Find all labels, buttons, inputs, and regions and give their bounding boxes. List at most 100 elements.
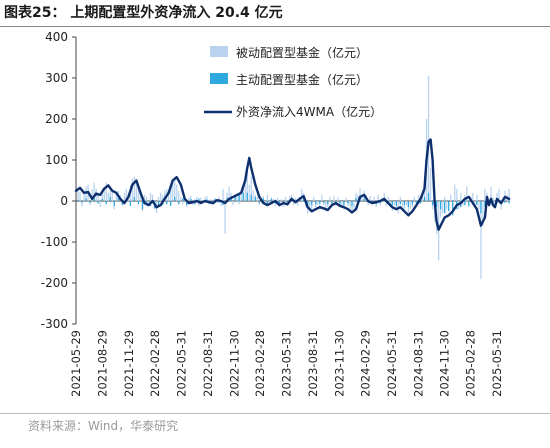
y-tick-label: -300 bbox=[41, 317, 68, 331]
bar bbox=[407, 201, 410, 208]
bar bbox=[373, 196, 375, 201]
chart-title: 图表25： 上期配置型外资净流入 20.4 亿元 bbox=[4, 5, 283, 21]
bar bbox=[341, 201, 343, 206]
bar bbox=[309, 201, 311, 212]
bar bbox=[482, 201, 484, 226]
legend-swatch-active bbox=[210, 73, 228, 84]
x-tick-label: 2022-05-31 bbox=[175, 330, 189, 397]
bar bbox=[222, 188, 224, 201]
bar bbox=[276, 197, 279, 201]
bar bbox=[113, 201, 115, 206]
bar bbox=[196, 196, 198, 201]
x-tick-label: 2024-11-30 bbox=[438, 330, 452, 397]
bar bbox=[476, 194, 478, 201]
bar bbox=[353, 201, 355, 212]
bar bbox=[244, 176, 246, 201]
chart-area: -300 -200 -100 0 100 200 300 400 2021-05-29 2021-… bbox=[41, 30, 511, 397]
bar bbox=[484, 201, 486, 208]
bar bbox=[198, 198, 200, 201]
bar bbox=[234, 196, 236, 201]
y-tick-label: -200 bbox=[41, 276, 68, 290]
bar bbox=[115, 193, 117, 201]
bar bbox=[123, 192, 126, 201]
bar bbox=[168, 192, 170, 201]
bar bbox=[77, 199, 79, 201]
bar bbox=[496, 192, 498, 201]
bar bbox=[109, 196, 111, 201]
x-tick-label: 2023-02-28 bbox=[253, 330, 267, 397]
bar bbox=[355, 197, 357, 201]
bar bbox=[99, 201, 101, 208]
bar bbox=[387, 196, 389, 201]
bar bbox=[454, 184, 456, 201]
bar bbox=[450, 194, 452, 201]
bar bbox=[101, 190, 103, 201]
bar bbox=[383, 192, 385, 201]
bar bbox=[407, 201, 410, 216]
bar bbox=[319, 201, 321, 210]
bar bbox=[435, 201, 438, 208]
bar bbox=[504, 201, 506, 204]
bar bbox=[492, 196, 494, 201]
bar bbox=[399, 196, 401, 201]
bar bbox=[206, 199, 208, 201]
bar bbox=[466, 186, 468, 201]
x-tick-label: 2022-02-28 bbox=[148, 330, 162, 397]
bar bbox=[210, 198, 212, 201]
bar bbox=[399, 201, 401, 205]
bar bbox=[349, 201, 351, 210]
bar bbox=[393, 201, 395, 206]
bar bbox=[429, 168, 432, 201]
bar bbox=[313, 196, 315, 201]
bar bbox=[419, 201, 422, 204]
bar bbox=[91, 189, 93, 201]
bar bbox=[240, 192, 242, 201]
bar bbox=[107, 192, 109, 201]
bar bbox=[188, 197, 190, 201]
bar bbox=[89, 201, 91, 204]
x-tick-label: 2023-08-31 bbox=[306, 330, 320, 397]
bar bbox=[93, 182, 95, 201]
bar bbox=[405, 201, 408, 206]
bar bbox=[284, 196, 287, 201]
bar bbox=[427, 192, 430, 201]
bar bbox=[214, 198, 216, 201]
bar bbox=[151, 194, 154, 201]
bar bbox=[296, 201, 299, 206]
bar bbox=[337, 196, 339, 201]
bar bbox=[250, 194, 252, 201]
bar bbox=[81, 201, 83, 206]
bar bbox=[444, 196, 446, 201]
bar bbox=[462, 201, 464, 206]
bar bbox=[268, 201, 271, 205]
x-tick-label: 2022-11-30 bbox=[227, 330, 241, 397]
bar bbox=[468, 201, 470, 206]
bar bbox=[83, 193, 85, 201]
bar bbox=[490, 186, 492, 201]
title-divider bbox=[0, 26, 550, 27]
bar bbox=[351, 201, 353, 214]
bar bbox=[131, 178, 134, 201]
bar bbox=[347, 201, 349, 204]
bar bbox=[163, 190, 166, 201]
bar bbox=[300, 188, 303, 201]
source-note: 资料来源：Wind，华泰研究 bbox=[28, 419, 179, 433]
bar bbox=[417, 194, 420, 201]
bar bbox=[329, 196, 331, 201]
bar bbox=[262, 198, 265, 201]
bar bbox=[157, 201, 160, 208]
bar bbox=[143, 194, 146, 201]
bar bbox=[448, 201, 450, 212]
bar bbox=[357, 194, 359, 201]
bar bbox=[194, 198, 196, 201]
bar bbox=[460, 192, 462, 201]
bar bbox=[105, 201, 107, 205]
x-tick-label: 2024-02-29 bbox=[359, 330, 373, 397]
bar bbox=[174, 196, 176, 201]
bar bbox=[363, 198, 365, 201]
legend-label-flow: 外资净流入4WMA（亿元） bbox=[236, 104, 382, 119]
bar bbox=[343, 201, 345, 206]
x-tick-label: 2022-08-31 bbox=[201, 330, 215, 397]
bar bbox=[331, 201, 333, 204]
bar bbox=[427, 75, 430, 201]
